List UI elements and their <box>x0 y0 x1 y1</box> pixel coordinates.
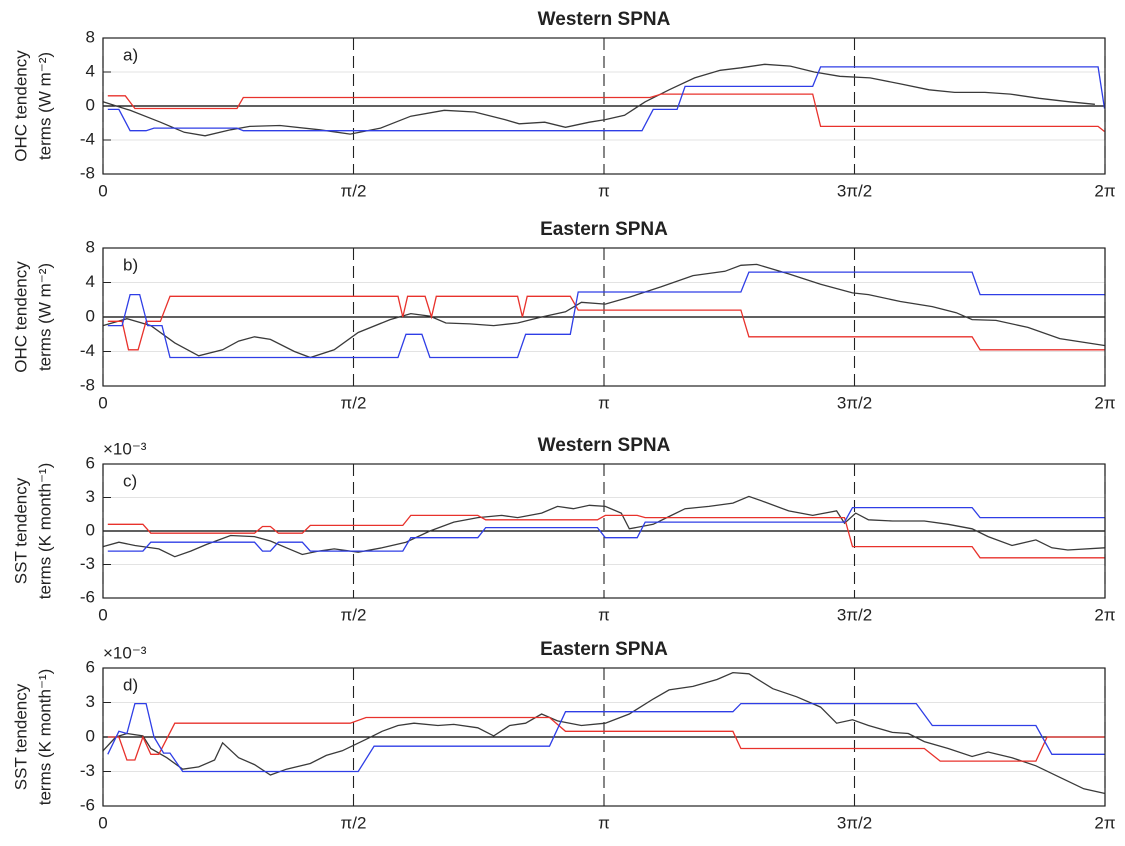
axes-box <box>102 37 1106 175</box>
y-tick-label: -8 <box>80 375 95 394</box>
x-tick-label: π/2 <box>341 605 367 624</box>
x-tick-label: 0 <box>98 605 107 624</box>
y-axis-label: terms (K month⁻¹) <box>35 463 54 600</box>
series-line <box>102 671 1105 795</box>
y-tick-label: 0 <box>86 306 95 325</box>
panel-title: Western SPNA <box>538 9 671 30</box>
x-tick-label: 2π <box>1094 181 1115 200</box>
y-tick-label: -8 <box>80 163 95 182</box>
x-tick-label: π <box>598 605 610 624</box>
panel-label: d) <box>123 675 138 694</box>
y-tick-label: 6 <box>86 657 95 676</box>
panel: -8 -4 0 4 8 0 π/2 π 3π/2 2π Western SPNA a) OHC tend… <box>11 9 1115 200</box>
x-tick-label: 3π/2 <box>837 181 872 200</box>
x-tick-label: 0 <box>98 813 107 832</box>
series-line <box>107 702 1105 773</box>
series-line <box>107 66 1106 132</box>
x-tick-label: 3π/2 <box>837 813 872 832</box>
panel: -6 -3 0 3 6 0 π/2 π 3π/2 2π Western SPNA c) ×10⁻³ SST… <box>11 435 1115 624</box>
x-tick-label: 2π <box>1094 393 1115 412</box>
y-tick-label: 3 <box>86 692 95 711</box>
x-tick-label: 3π/2 <box>837 605 872 624</box>
axes-box <box>102 247 1106 387</box>
y-axis-label: terms (K month⁻¹) <box>35 669 54 806</box>
y-tick-label: 6 <box>86 453 95 472</box>
y-tick-label: -6 <box>80 587 95 606</box>
x-tick-label: π/2 <box>341 393 367 412</box>
panel: -8 -4 0 4 8 0 π/2 π 3π/2 2π Eastern SPNA b) OHC tend… <box>11 219 1115 412</box>
x-tick-label: π <box>598 393 610 412</box>
series-line <box>107 514 1105 559</box>
series-line <box>102 495 1105 558</box>
x-tick-label: π <box>598 181 610 200</box>
y-axis-label: OHC tendency <box>11 50 30 162</box>
y-axis-label: terms (W m⁻²) <box>35 52 54 160</box>
x-tick-label: π <box>598 813 610 832</box>
axes-box <box>102 463 1106 599</box>
y-tick-label: 8 <box>86 27 95 46</box>
panel: -6 -3 0 3 6 0 π/2 π 3π/2 2π Eastern SPNA d) ×10⁻³ SST… <box>11 639 1115 832</box>
panel-title: Eastern SPNA <box>540 639 668 660</box>
y-tick-label: -4 <box>80 129 95 148</box>
y-tick-label: 0 <box>86 726 95 745</box>
y-tick-label: 3 <box>86 487 95 506</box>
panel-label: b) <box>123 255 138 274</box>
y-axis-label: SST tendency <box>11 683 30 790</box>
x-tick-label: 0 <box>98 393 107 412</box>
series-line <box>107 271 1105 359</box>
y-tick-label: -4 <box>80 341 95 360</box>
panel-label: a) <box>123 45 138 64</box>
series-line <box>107 295 1105 351</box>
x-tick-label: 2π <box>1094 813 1115 832</box>
panel-title: Western SPNA <box>538 435 671 456</box>
y-axis-label: OHC tendency <box>11 261 30 373</box>
y-tick-label: 8 <box>86 237 95 256</box>
series-line <box>107 93 1105 133</box>
y-tick-label: 0 <box>86 520 95 539</box>
series-line <box>107 716 1105 762</box>
series-line <box>107 506 1105 552</box>
panel-label: c) <box>123 471 137 490</box>
y-tick-label: 4 <box>86 272 95 291</box>
panel-title: Eastern SPNA <box>540 219 668 240</box>
series-line <box>102 63 1095 137</box>
y-multiplier: ×10⁻³ <box>103 643 147 662</box>
y-tick-label: 4 <box>86 61 95 80</box>
x-tick-label: π/2 <box>341 813 367 832</box>
y-multiplier: ×10⁻³ <box>103 439 147 458</box>
x-tick-label: 3π/2 <box>837 393 872 412</box>
y-axis-label: SST tendency <box>11 477 30 584</box>
series-line <box>102 263 1105 359</box>
y-tick-label: -3 <box>80 761 95 780</box>
y-tick-label: -3 <box>80 554 95 573</box>
y-axis-label: terms (W m⁻²) <box>35 263 54 371</box>
x-tick-label: 0 <box>98 181 107 200</box>
x-tick-label: π/2 <box>341 181 367 200</box>
y-tick-label: -6 <box>80 795 95 814</box>
x-tick-label: 2π <box>1094 605 1115 624</box>
y-tick-label: 0 <box>86 95 95 114</box>
axes-box <box>102 667 1106 807</box>
